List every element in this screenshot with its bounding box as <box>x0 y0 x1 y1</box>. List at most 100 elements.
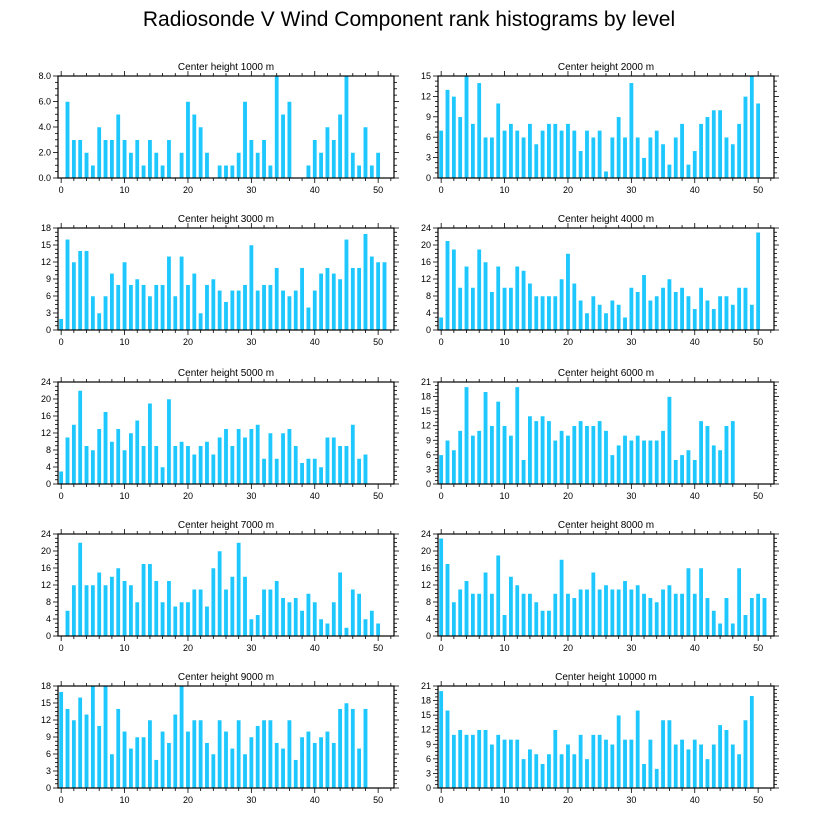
bar <box>730 143 736 179</box>
x-tick-label: 50 <box>373 795 383 805</box>
bar <box>261 589 267 637</box>
x-tick-label: 50 <box>753 185 763 195</box>
bar <box>609 300 615 331</box>
bar <box>109 273 115 331</box>
bar <box>58 471 64 485</box>
bar <box>103 139 108 179</box>
bar <box>344 445 349 485</box>
bar <box>90 295 96 331</box>
bar <box>483 729 488 789</box>
bar <box>331 273 337 331</box>
bar <box>571 597 577 637</box>
bar <box>160 731 166 789</box>
bar <box>147 139 153 179</box>
x-tick-label: 0 <box>59 185 64 195</box>
bar <box>71 261 77 331</box>
bar <box>248 244 254 331</box>
bar <box>210 753 216 789</box>
bar <box>679 123 685 179</box>
bar <box>698 744 704 789</box>
bar <box>451 96 457 179</box>
bar <box>673 291 679 331</box>
y-tick-label: 12 <box>421 725 431 735</box>
panel-title: Center height 2000 m <box>558 62 654 73</box>
bar <box>666 164 672 179</box>
bar <box>198 719 204 789</box>
bar <box>679 739 685 789</box>
bar <box>356 458 362 485</box>
y-tick-label: 6 <box>46 291 51 301</box>
y-tick-label: 20 <box>421 240 431 250</box>
x-tick-label: 50 <box>753 491 763 501</box>
bar <box>210 454 216 485</box>
bar <box>597 130 603 179</box>
bar <box>312 742 318 789</box>
bar <box>223 428 229 485</box>
y-tick-label: 12 <box>41 257 51 267</box>
y-tick-label: 4.0 <box>38 122 51 132</box>
bar <box>191 589 197 637</box>
bar <box>122 731 127 789</box>
bar <box>679 287 685 331</box>
y-tick-label: 0 <box>426 783 431 793</box>
y-tick-label: 4 <box>426 308 431 318</box>
y-tick-label: 4 <box>426 614 431 624</box>
bar <box>103 295 108 331</box>
bar <box>717 109 723 179</box>
y-tick-label: 3 <box>46 766 51 776</box>
bar <box>84 445 89 485</box>
bar <box>344 239 349 331</box>
bar <box>717 295 723 331</box>
bar <box>90 584 96 637</box>
x-tick-label: 40 <box>310 795 320 805</box>
bar <box>622 580 628 637</box>
bar <box>717 724 723 789</box>
bar <box>267 432 273 485</box>
bar <box>166 139 172 179</box>
bar <box>65 437 70 485</box>
bar <box>743 287 748 331</box>
bar <box>521 270 527 331</box>
bar <box>77 139 83 179</box>
bar <box>628 440 634 485</box>
bar <box>305 593 311 637</box>
bar <box>255 152 261 179</box>
x-tick-label: 10 <box>500 643 510 653</box>
bar <box>578 300 584 331</box>
x-tick-label: 50 <box>373 185 383 195</box>
bar <box>147 719 153 789</box>
panel-9: Center height 9000 m 0 3 6 9 12 15 18 0 10 20 30 40 5… <box>41 672 399 805</box>
y-tick-label: 12 <box>421 274 431 284</box>
bar <box>115 567 121 637</box>
x-tick-label: 50 <box>373 337 383 347</box>
y-tick-label: 12 <box>421 580 431 590</box>
bar <box>363 618 368 637</box>
bar <box>584 312 590 331</box>
bar <box>65 708 70 789</box>
bar <box>445 440 450 485</box>
bar <box>514 739 520 789</box>
bar <box>736 567 742 637</box>
x-tick-label: 40 <box>310 185 320 195</box>
bar <box>153 152 159 179</box>
bar <box>470 287 476 331</box>
y-tick-label: 8 <box>46 597 51 607</box>
x-tick-label: 50 <box>373 491 383 501</box>
x-tick-label: 40 <box>310 643 320 653</box>
bar <box>527 415 533 485</box>
y-tick-label: 3 <box>426 768 431 778</box>
bar <box>325 437 330 485</box>
bar <box>692 739 698 789</box>
bar <box>90 449 96 485</box>
bar <box>451 601 457 637</box>
bar <box>242 284 248 331</box>
bar <box>603 430 609 485</box>
bar <box>198 126 204 179</box>
bar <box>730 744 736 789</box>
x-tick-label: 20 <box>183 643 193 653</box>
bar <box>711 610 717 637</box>
bar <box>711 109 717 179</box>
bar <box>559 430 565 485</box>
panel-5: Center height 5000 m 0 4 8 12 16 20 24 0 10 20 30 40… <box>41 368 399 501</box>
y-tick-label: 18 <box>421 696 431 706</box>
